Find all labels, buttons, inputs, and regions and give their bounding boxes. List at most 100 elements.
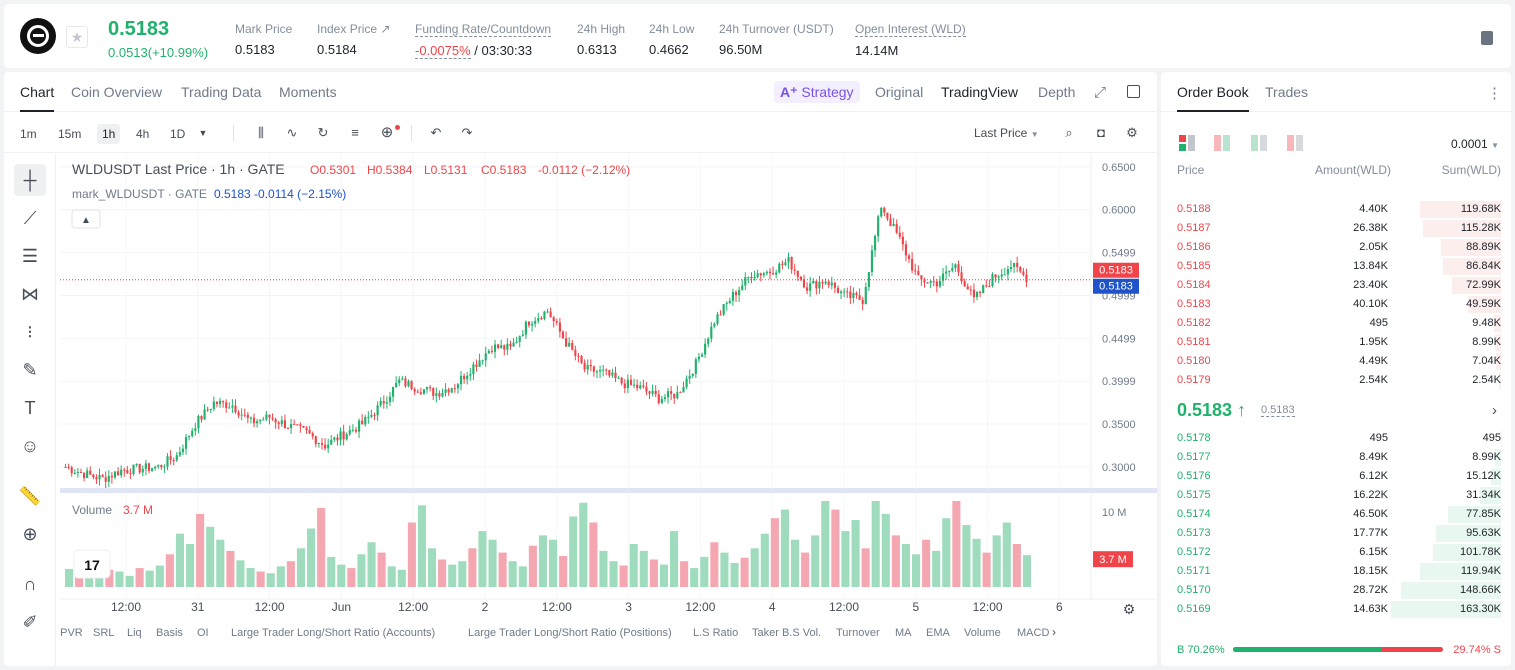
ask-row[interactable]: 0.5182 495 9.48K — [1161, 314, 1511, 333]
stat-index-price[interactable]: Index Price ↗ 0.5184 — [317, 22, 390, 57]
candle — [243, 414, 246, 416]
ask-row[interactable]: 0.5181 1.95K 8.99K — [1161, 333, 1511, 352]
candle — [839, 291, 843, 294]
undo-icon[interactable]: ↶ — [430, 125, 442, 140]
volume-bar — [155, 565, 164, 587]
ask-row[interactable]: 0.5184 23.40K 72.99K — [1161, 276, 1511, 295]
candle — [135, 464, 138, 466]
timeframe-4h[interactable]: 4h — [136, 127, 150, 141]
indicator-tab: Turnover — [836, 627, 880, 639]
strategy-button[interactable]: A⁺ Strategy — [774, 81, 860, 103]
y-tick-label: 0.3000 — [1102, 462, 1136, 474]
timeframe-15m[interactable]: 15m — [58, 127, 82, 141]
ask-row[interactable]: 0.5188 4.40K 119.68K — [1161, 200, 1511, 219]
bid-row[interactable]: 0.5174 46.50K 77.85K — [1161, 505, 1511, 524]
candle — [663, 397, 667, 399]
ask-row[interactable]: 0.5180 4.49K 7.04K — [1161, 352, 1511, 371]
add-indicator-icon[interactable]: ⊕ — [380, 124, 394, 141]
candle — [327, 444, 330, 449]
price-type-select[interactable]: Last Price ▼ — [974, 126, 1039, 140]
favorite-star-icon[interactable]: ★ — [66, 26, 88, 48]
volume-bar — [901, 544, 910, 587]
ask-row[interactable]: 0.5179 2.54K 2.54K — [1161, 371, 1511, 390]
magnet-icon[interactable]: ∩ — [23, 574, 37, 594]
timeframe-1m[interactable]: 1m — [20, 127, 37, 141]
pattern-icon[interactable]: ⋈ — [21, 284, 39, 304]
crosshair-icon[interactable]: ┼ — [14, 164, 46, 196]
candle — [317, 442, 320, 444]
depth-bar — [1494, 315, 1501, 332]
bid-row[interactable]: 0.5177 8.49K 8.99K — [1161, 448, 1511, 467]
ask-row[interactable]: 0.5186 2.05K 88.89K — [1161, 238, 1511, 257]
tab-trading-data[interactable]: Trading Data — [181, 84, 262, 100]
tab-original[interactable]: Original — [875, 84, 924, 100]
volume-bar — [811, 535, 820, 587]
candle — [299, 424, 302, 426]
ask-row[interactable]: 0.5185 13.84K 86.84K — [1161, 257, 1511, 276]
candle — [833, 282, 836, 288]
view-sells-icon[interactable] — [1287, 135, 1303, 151]
bid-row[interactable]: 0.5171 18.15K 119.94K — [1161, 562, 1511, 581]
precision-select[interactable]: 0.0001 ▼ — [1451, 137, 1499, 151]
price-chart[interactable]: 0.65000.60000.54990.49990.44990.39990.35… — [60, 154, 1157, 666]
view-both-icon[interactable] — [1179, 135, 1195, 151]
ask-row[interactable]: 0.5183 40.10K 49.59K — [1161, 295, 1511, 314]
search-icon[interactable]: ⌕ — [1065, 125, 1073, 140]
timeframe-1h[interactable]: 1h — [97, 124, 121, 144]
bid-row[interactable]: 0.5173 17.77K 95.63K — [1161, 524, 1511, 543]
bid-row[interactable]: 0.5176 6.12K 15.12K — [1161, 467, 1511, 486]
candle — [527, 321, 531, 326]
tab-tradingview[interactable]: TradingView — [941, 84, 1019, 100]
view-asks-icon[interactable] — [1251, 135, 1267, 151]
indicator-icon[interactable]: ∿ — [286, 125, 298, 140]
fib-icon[interactable]: ⁝ — [27, 322, 33, 342]
bid-row[interactable]: 0.5172 6.15K 101.78K — [1161, 543, 1511, 562]
book-icon[interactable] — [1481, 31, 1493, 45]
candle-type-icon[interactable]: ⫼ — [258, 125, 264, 140]
trendline-icon[interactable]: ⟋ — [23, 208, 37, 228]
row-amount: 17.77K — [1353, 527, 1388, 539]
candle — [296, 424, 299, 426]
template-icon[interactable]: ≡ — [351, 125, 359, 140]
candle — [787, 257, 790, 263]
text-icon[interactable]: T — [24, 398, 36, 418]
camera-icon[interactable]: ◘ — [1097, 125, 1105, 140]
candle — [685, 378, 688, 388]
more-icon[interactable]: ⋮ — [1487, 85, 1502, 102]
volume-bar — [690, 568, 699, 587]
bid-row[interactable]: 0.5175 16.22K 31.34K — [1161, 486, 1511, 505]
view-bids-icon[interactable] — [1214, 135, 1230, 151]
refresh-icon[interactable]: ↻ — [317, 125, 329, 140]
bid-row[interactable]: 0.5178 495 495 — [1161, 429, 1511, 448]
chevron-down-icon[interactable]: ▼ — [198, 128, 208, 138]
candle — [781, 263, 784, 266]
chevron-right-icon[interactable]: › — [1492, 402, 1497, 419]
timeframe-1d[interactable]: 1D — [170, 127, 186, 141]
gear-icon[interactable]: ⚙ — [1126, 125, 1138, 140]
ruler-icon[interactable]: 📏 — [18, 486, 42, 506]
row-amount: 6.12K — [1359, 470, 1388, 482]
zoom-in-icon[interactable]: ⊕ — [22, 524, 38, 544]
candle — [941, 273, 945, 281]
window-icon[interactable] — [1127, 85, 1140, 98]
tab-depth[interactable]: Depth — [1038, 84, 1076, 100]
candle — [713, 323, 716, 327]
tab-chart[interactable]: Chart — [20, 84, 55, 112]
expand-icon[interactable]: ⤢ — [1094, 84, 1107, 101]
horizontal-lines-icon[interactable]: ☰ — [21, 246, 39, 266]
bid-row[interactable]: 0.5170 28.72K 148.66K — [1161, 581, 1511, 600]
candle — [852, 292, 855, 299]
pencil-lock-icon[interactable]: ✐ — [22, 612, 38, 632]
tab-coin-overview[interactable]: Coin Overview — [71, 84, 163, 100]
bid-row[interactable]: 0.5169 14.63K 163.30K — [1161, 600, 1511, 619]
candle — [642, 385, 645, 387]
tab-moments[interactable]: Moments — [279, 84, 337, 100]
row-price: 0.5183 — [1177, 298, 1211, 310]
candle — [345, 434, 348, 440]
brush-icon[interactable]: ✎ — [22, 360, 38, 380]
redo-icon[interactable]: ↷ — [461, 125, 473, 140]
tab-trades[interactable]: Trades — [1265, 84, 1309, 100]
emoji-icon[interactable]: ☺ — [20, 436, 40, 456]
ask-row[interactable]: 0.5187 26.38K 115.28K — [1161, 219, 1511, 238]
tab-order-book[interactable]: Order Book — [1177, 84, 1249, 112]
